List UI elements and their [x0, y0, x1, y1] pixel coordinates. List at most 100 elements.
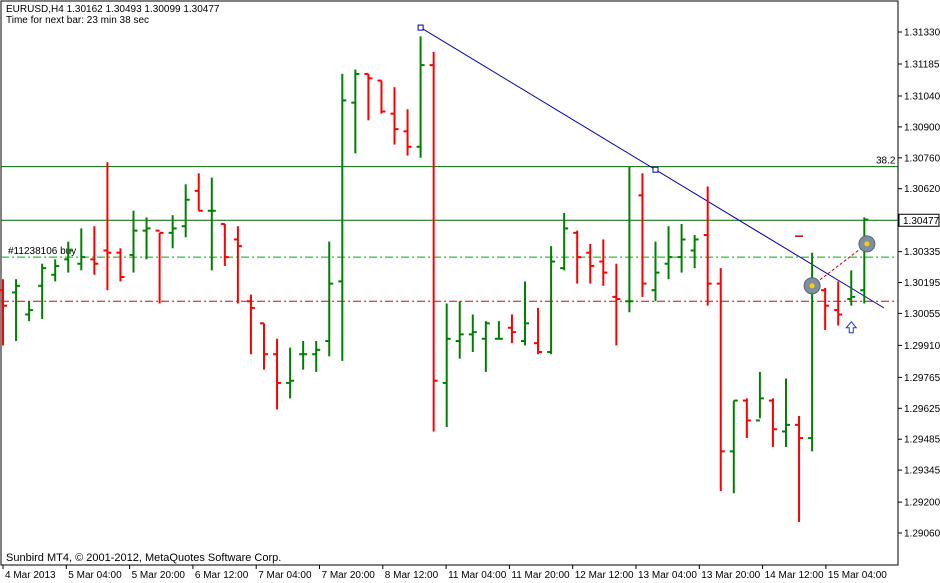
y-tick-label: 1.30900	[904, 122, 940, 133]
x-tick-label: 8 Mar 12:00	[385, 570, 439, 581]
trade-markers-layer	[795, 235, 876, 334]
ohlc-bar	[299, 340, 308, 370]
ohlc-bar	[795, 416, 804, 522]
ohlc-bar	[90, 226, 99, 275]
ohlc-bar	[782, 378, 790, 447]
y-tick-label: 1.30620	[904, 184, 940, 195]
y-tick-label: 1.30055	[904, 309, 940, 320]
ohlc-bar	[207, 177, 216, 271]
ohlc-bar	[586, 243, 595, 284]
ohlc-bar	[273, 338, 282, 410]
trendline-layer	[417, 24, 885, 309]
ohlc-bar	[142, 217, 151, 260]
ohlc-bar	[560, 212, 569, 271]
y-tick-label: 1.29345	[904, 466, 940, 477]
ohlc-bar	[286, 347, 295, 399]
ohlc-bar	[677, 224, 686, 273]
x-tick-label: 11 Mar 04:00	[448, 570, 507, 581]
y-tick-label: 1.30195	[904, 278, 940, 289]
y-tick-label: 1.29485	[904, 435, 940, 446]
price-axis: 1.31330 1.31185 1.31040 1.30900 1.30760 1.306…	[898, 28, 940, 540]
y-tick-label: 1.29060	[904, 529, 940, 540]
time-axis: 4 Mar 2013 5 Mar 04:00 5 Mar 20:00 6 Mar 12…	[2, 565, 887, 581]
ohlc-bar	[0, 279, 7, 346]
ohlc-bar	[690, 235, 699, 269]
ohlc-bar	[521, 281, 529, 346]
ohlc-bar	[403, 109, 412, 156]
ohlc-bar	[442, 303, 451, 428]
x-tick-label: 13 Mar 04:00	[638, 570, 697, 581]
ohlc-bar	[547, 246, 556, 355]
ohlc-bar	[38, 263, 47, 319]
ohlc-bar	[716, 268, 725, 492]
ohlc-bar	[168, 215, 177, 249]
ohlc-bar	[103, 162, 112, 291]
x-tick-label: 5 Mar 04:00	[68, 570, 122, 581]
ohlc-bar	[507, 314, 516, 344]
y-tick-label: 1.30760	[904, 153, 940, 164]
ohlc-bar	[599, 239, 608, 286]
x-tick-label: 7 Mar 04:00	[258, 570, 312, 581]
ohlc-bar	[364, 72, 373, 121]
horizontal-lines-layer: 38.2 #11238106 buy	[1, 156, 898, 302]
ohlc-bar	[260, 322, 268, 370]
x-tick-label: 5 Mar 20:00	[132, 570, 186, 581]
ohlc-bars-layer	[0, 36, 869, 522]
trendline-anchor	[652, 166, 659, 173]
x-tick-label: 7 Mar 20:00	[322, 570, 376, 581]
ohlc-bar	[481, 321, 490, 372]
ohlc-bar	[638, 173, 647, 297]
ohlc-bar	[742, 398, 751, 439]
trendline	[420, 27, 885, 309]
x-tick-label: 14 Mar 12:00	[765, 570, 824, 581]
ohlc-bar	[312, 340, 321, 372]
ohlc-bar	[116, 248, 125, 282]
ohlc-bar	[834, 281, 843, 326]
ohlc-bar	[625, 166, 634, 313]
ohlc-bar	[860, 217, 869, 304]
ohlc-bar	[64, 241, 73, 273]
ohlc-bar	[25, 301, 34, 322]
x-tick-label: 13 Mar 20:00	[701, 570, 760, 581]
ohlc-bar	[612, 263, 621, 346]
ohlc-bar	[246, 294, 255, 355]
ohlc-bar	[534, 307, 543, 355]
last-price-label: 1.30477	[903, 216, 940, 227]
plot-frame	[0, 0, 899, 566]
ohlc-bar	[664, 226, 673, 280]
ohlc-bar	[755, 371, 764, 422]
x-tick-label: 6 Mar 12:00	[195, 570, 249, 581]
copyright-label: Sunbird MT4, © 2001-2012, MetaQuotes Sof…	[6, 552, 281, 564]
ohlc-bar	[155, 229, 164, 304]
order-label: #11238106 buy	[8, 246, 76, 257]
ohlc-bar	[77, 228, 86, 271]
y-tick-label: 1.29910	[904, 341, 940, 352]
y-tick-label: 1.30335	[904, 247, 940, 258]
ohlc-bar	[51, 259, 60, 282]
y-tick-label: 1.31185	[904, 60, 940, 71]
ohlc-bar	[338, 73, 347, 361]
ohlc-bar	[390, 87, 399, 145]
ohlc-bar	[181, 184, 190, 238]
fib-level-label: 38.2	[876, 156, 896, 167]
y-tick-label: 1.31330	[904, 28, 940, 39]
ohlc-bar	[12, 279, 21, 341]
ohlc-bar	[233, 226, 242, 304]
x-tick-label: 12 Mar 12:00	[575, 570, 634, 581]
ohlc-bar	[573, 230, 582, 284]
ohlc-bar	[325, 241, 334, 357]
x-tick-label: 15 Mar 04:00	[828, 570, 887, 581]
ohlc-bar	[194, 173, 203, 212]
ohlc-bar	[703, 186, 712, 306]
ohlc-bar	[847, 270, 856, 306]
trendline-anchor	[417, 24, 424, 31]
next-bar-timer: Time for next bar: 23 min 38 sec	[6, 15, 149, 26]
last-price-box	[898, 213, 940, 227]
exit-marker-dot	[864, 241, 870, 247]
ohlc-bar	[821, 288, 830, 330]
ohlc-bar	[429, 51, 438, 432]
ohlc-bar	[377, 79, 386, 114]
ohlc-bar	[468, 314, 477, 353]
